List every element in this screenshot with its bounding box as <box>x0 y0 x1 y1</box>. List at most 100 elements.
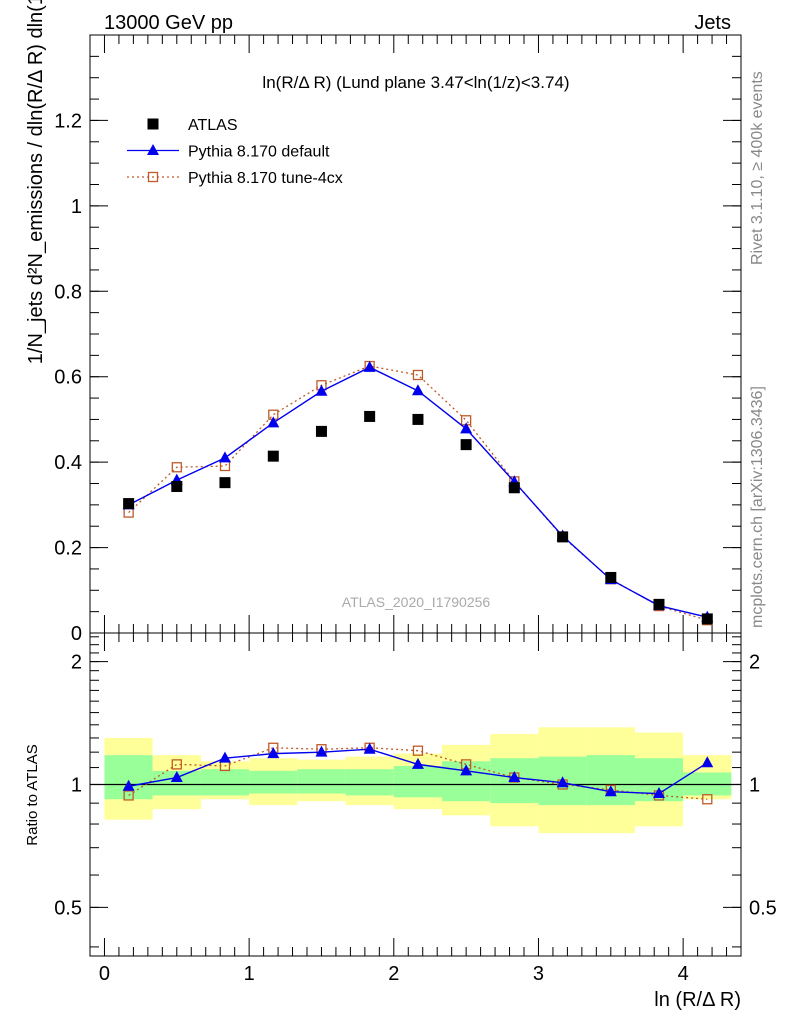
series-pythia-8-170-default <box>122 360 714 622</box>
legend-marker <box>147 171 159 183</box>
ratio-data-point <box>122 779 135 791</box>
rivet-label: Rivet 3.1.10, ≥ 400k events <box>749 71 766 265</box>
x-tick-label: 4 <box>678 963 689 985</box>
data-point <box>460 422 473 434</box>
data-point <box>315 425 327 437</box>
main-plot-panel: 0 0.2 0.4 0.6 0.8 1 1.2 ATLAS_2020_I1790256 ln… <box>25 0 742 645</box>
series-atlas <box>123 410 713 625</box>
legend-marker <box>147 144 159 155</box>
ratio-y-tick-label-right: 0.5 <box>749 897 777 919</box>
main-y-tick-label: 0.2 <box>54 538 82 560</box>
data-point <box>123 498 135 510</box>
x-tick-label: 2 <box>388 963 399 985</box>
ratio-data-point <box>171 759 182 770</box>
data-point <box>412 413 424 425</box>
data-point <box>653 598 665 610</box>
ratio-data-point <box>123 790 134 801</box>
ratio-data-point <box>363 742 376 754</box>
ratio-axis-ticks: 0.5 0.5 1 1 2 2 0 1 2 3 4 <box>54 633 777 985</box>
legend-label: Pythia 8.170 tune-4cx <box>188 170 343 187</box>
ratio-y-tick-label: 1 <box>71 774 82 796</box>
legend-label: ATLAS <box>188 117 238 134</box>
series-line <box>128 365 708 621</box>
ratio-series-line <box>128 747 708 800</box>
ratio-data-series <box>122 742 714 805</box>
ratio-data-point <box>508 771 521 783</box>
ratio-band-inner <box>393 765 442 798</box>
main-y-axis-label: 1/N_jets d²N_emissions / dln(R/Δ R) dln(… <box>25 0 47 364</box>
x-tick-label: 3 <box>533 963 544 985</box>
ratio-data-point <box>702 794 713 805</box>
data-point <box>363 360 376 372</box>
main-y-tick-label: 0 <box>71 623 82 645</box>
legend-entry: Pythia 8.170 default <box>127 144 330 161</box>
ratio-data-point <box>460 764 473 776</box>
main-axis-ticks: 0 0.2 0.4 0.6 0.8 1 1.2 <box>54 35 741 645</box>
ratio-data-point <box>652 787 665 799</box>
main-y-tick-label: 0.6 <box>54 367 82 389</box>
data-point <box>605 571 617 583</box>
ratio-band-inner <box>104 755 153 800</box>
header-process-label: Jets <box>694 12 731 34</box>
data-point <box>557 531 569 543</box>
ratio-band-inner <box>249 770 298 794</box>
series-pythia-8-170-tune-4cx <box>123 360 713 626</box>
ratio-band-inner <box>586 755 635 806</box>
main-y-axis-label-text: 1/N_jets d²N_emissions / dln(R/Δ R) dln(… <box>25 0 47 364</box>
ratio-data-point <box>315 745 328 757</box>
ratio-band-inner <box>345 769 394 796</box>
main-y-tick-label: 1.2 <box>54 110 82 132</box>
legend-entry: ATLAS <box>147 117 238 134</box>
header-energy-label: 13000 GeV pp <box>104 12 233 34</box>
ratio-plot-panel: 0.5 0.5 1 1 2 2 0 1 2 3 4 Ratio to ATLAS ln (R/Δ R… <box>24 632 777 1011</box>
series-line <box>128 366 708 618</box>
data-point <box>267 416 280 428</box>
analysis-watermark: ATLAS_2020_I1790256 <box>342 594 491 610</box>
data-point <box>701 613 713 625</box>
data-point <box>460 439 472 451</box>
main-y-tick-label: 1 <box>71 196 82 218</box>
x-tick-label: 0 <box>99 963 110 985</box>
x-tick-label: 1 <box>244 963 255 985</box>
ratio-data-point <box>411 757 424 769</box>
ratio-data-point <box>170 771 183 783</box>
ratio-data-point <box>267 747 280 759</box>
legend: ATLAS Pythia 8.170 default Pythia 8.170 tu… <box>127 117 343 187</box>
data-point <box>315 384 328 396</box>
data-point <box>267 450 279 462</box>
ratio-data-point <box>701 756 714 768</box>
legend-label: Pythia 8.170 default <box>188 144 330 161</box>
data-point <box>171 462 182 473</box>
ratio-data-point <box>604 785 617 797</box>
ratio-y-axis-label-text: Ratio to ATLAS <box>24 744 41 845</box>
ratio-band-inner <box>200 769 250 796</box>
ratio-y-tick-label: 2 <box>71 652 82 674</box>
ratio-series-pythia-8-170-default <box>122 742 714 799</box>
ratio-data-point <box>412 745 424 756</box>
main-y-tick-label: 0.4 <box>54 452 82 474</box>
data-point <box>412 369 424 381</box>
main-y-tick-label: 0.8 <box>54 281 82 303</box>
mcplots-label: mcplots.cern.ch [arXiv:1306.3436] <box>749 386 766 628</box>
ratio-data-point <box>218 751 231 763</box>
data-point <box>508 482 520 494</box>
data-point <box>171 480 183 492</box>
ratio-plot-frame <box>89 632 742 957</box>
main-plot-title: ln(R/Δ R) (Lund plane 3.47<ln(1/z)<3.74) <box>262 73 569 92</box>
data-point <box>219 477 231 489</box>
ratio-data-point <box>556 776 569 788</box>
x-axis-label: ln (R/Δ R) <box>654 989 741 1011</box>
data-point <box>218 451 231 463</box>
ratio-y-axis-label: Ratio to ATLAS <box>24 744 41 845</box>
data-point <box>411 384 424 396</box>
main-data-series <box>122 360 714 626</box>
ratio-band-inner <box>297 769 346 794</box>
legend-marker <box>147 118 159 130</box>
rivet-label-text: Rivet 3.1.10, ≥ 400k events <box>749 71 766 265</box>
ratio-uncertainty-bands <box>104 727 732 834</box>
ratio-y-tick-label: 0.5 <box>54 897 82 919</box>
data-point <box>364 410 376 422</box>
legend-entry: Pythia 8.170 tune-4cx <box>127 170 343 187</box>
ratio-y-tick-label-right: 1 <box>749 774 760 796</box>
